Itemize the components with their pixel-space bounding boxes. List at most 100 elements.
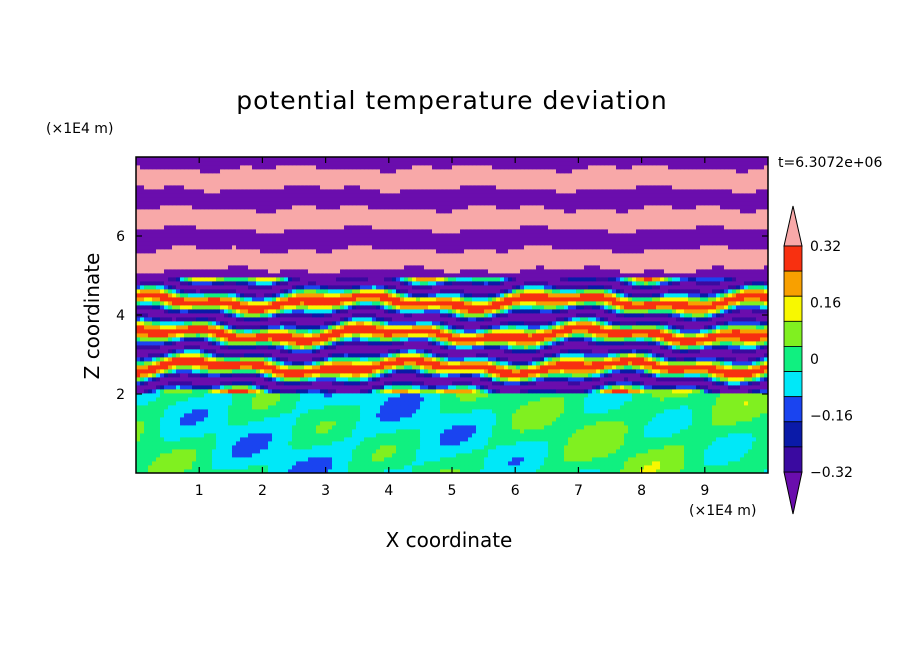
heatmap-cell xyxy=(708,365,713,370)
heatmap-cell xyxy=(656,409,661,414)
heatmap-cell xyxy=(676,353,681,358)
heatmap-cell xyxy=(504,345,509,350)
heatmap-cell xyxy=(320,469,325,473)
heatmap-cell xyxy=(712,385,717,390)
heatmap-cell xyxy=(152,377,157,382)
heatmap-cell xyxy=(204,441,209,446)
heatmap-cell xyxy=(516,429,521,434)
heatmap-cell xyxy=(452,409,457,414)
heatmap-cell xyxy=(508,373,513,378)
heatmap-cell xyxy=(396,453,401,458)
heatmap-cell xyxy=(428,421,433,426)
heatmap-cell xyxy=(136,369,141,374)
heatmap-cell xyxy=(560,381,565,386)
heatmap-cell xyxy=(412,449,417,454)
heatmap-cell xyxy=(408,465,413,470)
heatmap-cell xyxy=(372,389,377,394)
heatmap-cell xyxy=(720,413,725,418)
heatmap-cell xyxy=(596,393,601,398)
heatmap-cell xyxy=(276,377,281,382)
heatmap-cell xyxy=(528,401,533,406)
heatmap-cell xyxy=(144,377,149,382)
heatmap-cell xyxy=(612,461,617,466)
heatmap-cell xyxy=(760,393,765,398)
heatmap-cell xyxy=(632,353,637,358)
heatmap-cell xyxy=(724,353,729,358)
heatmap-cell xyxy=(312,353,317,358)
heatmap-cell xyxy=(632,437,637,442)
heatmap-cell xyxy=(288,405,293,410)
heatmap-cell xyxy=(640,461,645,466)
heatmap-cell xyxy=(508,393,513,398)
heatmap-cell xyxy=(616,457,621,462)
heatmap-cell xyxy=(652,393,657,398)
heatmap-cell xyxy=(308,421,313,426)
heatmap-cell xyxy=(468,401,473,406)
heatmap-cell xyxy=(404,429,409,434)
heatmap-cell xyxy=(516,457,521,462)
heatmap-cell xyxy=(384,449,389,454)
heatmap-cell xyxy=(508,389,513,394)
heatmap-cell xyxy=(232,389,237,394)
heatmap-cell xyxy=(580,381,585,386)
heatmap-cell xyxy=(764,469,768,473)
heatmap-cell xyxy=(304,401,309,406)
heatmap-cell xyxy=(236,413,241,418)
heatmap-cell xyxy=(612,373,617,378)
heatmap-cell xyxy=(240,377,245,382)
heatmap-cell xyxy=(496,445,501,450)
heatmap-cell xyxy=(376,409,381,414)
heatmap-cell xyxy=(716,437,721,442)
heatmap-cell xyxy=(332,389,337,394)
heatmap-cell xyxy=(436,365,441,370)
heatmap-cell xyxy=(436,433,441,438)
heatmap-cell xyxy=(432,421,437,426)
heatmap-cell xyxy=(492,377,497,382)
heatmap-cell xyxy=(480,409,485,414)
heatmap-cell xyxy=(508,465,513,470)
x-axis-label-text: X coordinate xyxy=(385,528,513,552)
heatmap-cell xyxy=(612,405,617,410)
heatmap-cell xyxy=(684,429,689,434)
heatmap-cell xyxy=(460,457,465,462)
heatmap-cell xyxy=(344,445,349,450)
heatmap-cell xyxy=(564,417,569,422)
heatmap-cell xyxy=(144,353,149,358)
heatmap-cell xyxy=(372,461,377,466)
heatmap-cell xyxy=(304,393,309,398)
heatmap-cell xyxy=(540,393,545,398)
heatmap-cell xyxy=(660,425,665,430)
heatmap-cell xyxy=(480,465,485,470)
heatmap-cell xyxy=(660,409,665,414)
heatmap-cell xyxy=(424,353,429,358)
heatmap-cell xyxy=(704,433,709,438)
heatmap-cell xyxy=(408,373,413,378)
heatmap-cell xyxy=(440,369,445,374)
heatmap-cell xyxy=(528,425,533,430)
heatmap-cell xyxy=(752,433,757,438)
heatmap-cell xyxy=(368,405,373,410)
heatmap-cell xyxy=(252,397,257,402)
heatmap-cell xyxy=(732,389,737,394)
heatmap-cell xyxy=(572,385,577,390)
heatmap-cell xyxy=(744,441,749,446)
heatmap-cell xyxy=(636,381,641,386)
heatmap-cell xyxy=(452,381,457,386)
heatmap-cell xyxy=(700,461,705,466)
heatmap-cell xyxy=(312,381,317,386)
heatmap-cell xyxy=(336,373,341,378)
heatmap-cell xyxy=(296,457,301,462)
heatmap-cell xyxy=(404,349,409,354)
heatmap-cell xyxy=(452,461,457,466)
heatmap-cell xyxy=(576,449,581,454)
heatmap-cell xyxy=(516,353,521,358)
heatmap-cell xyxy=(544,385,549,390)
heatmap-cell xyxy=(756,437,761,442)
heatmap-cell xyxy=(504,441,509,446)
heatmap-cell xyxy=(512,465,517,470)
heatmap-cell xyxy=(400,409,405,414)
heatmap-cell xyxy=(500,361,505,366)
heatmap-cell xyxy=(436,445,441,450)
heatmap-cell xyxy=(140,345,145,350)
heatmap-cell xyxy=(420,441,425,446)
